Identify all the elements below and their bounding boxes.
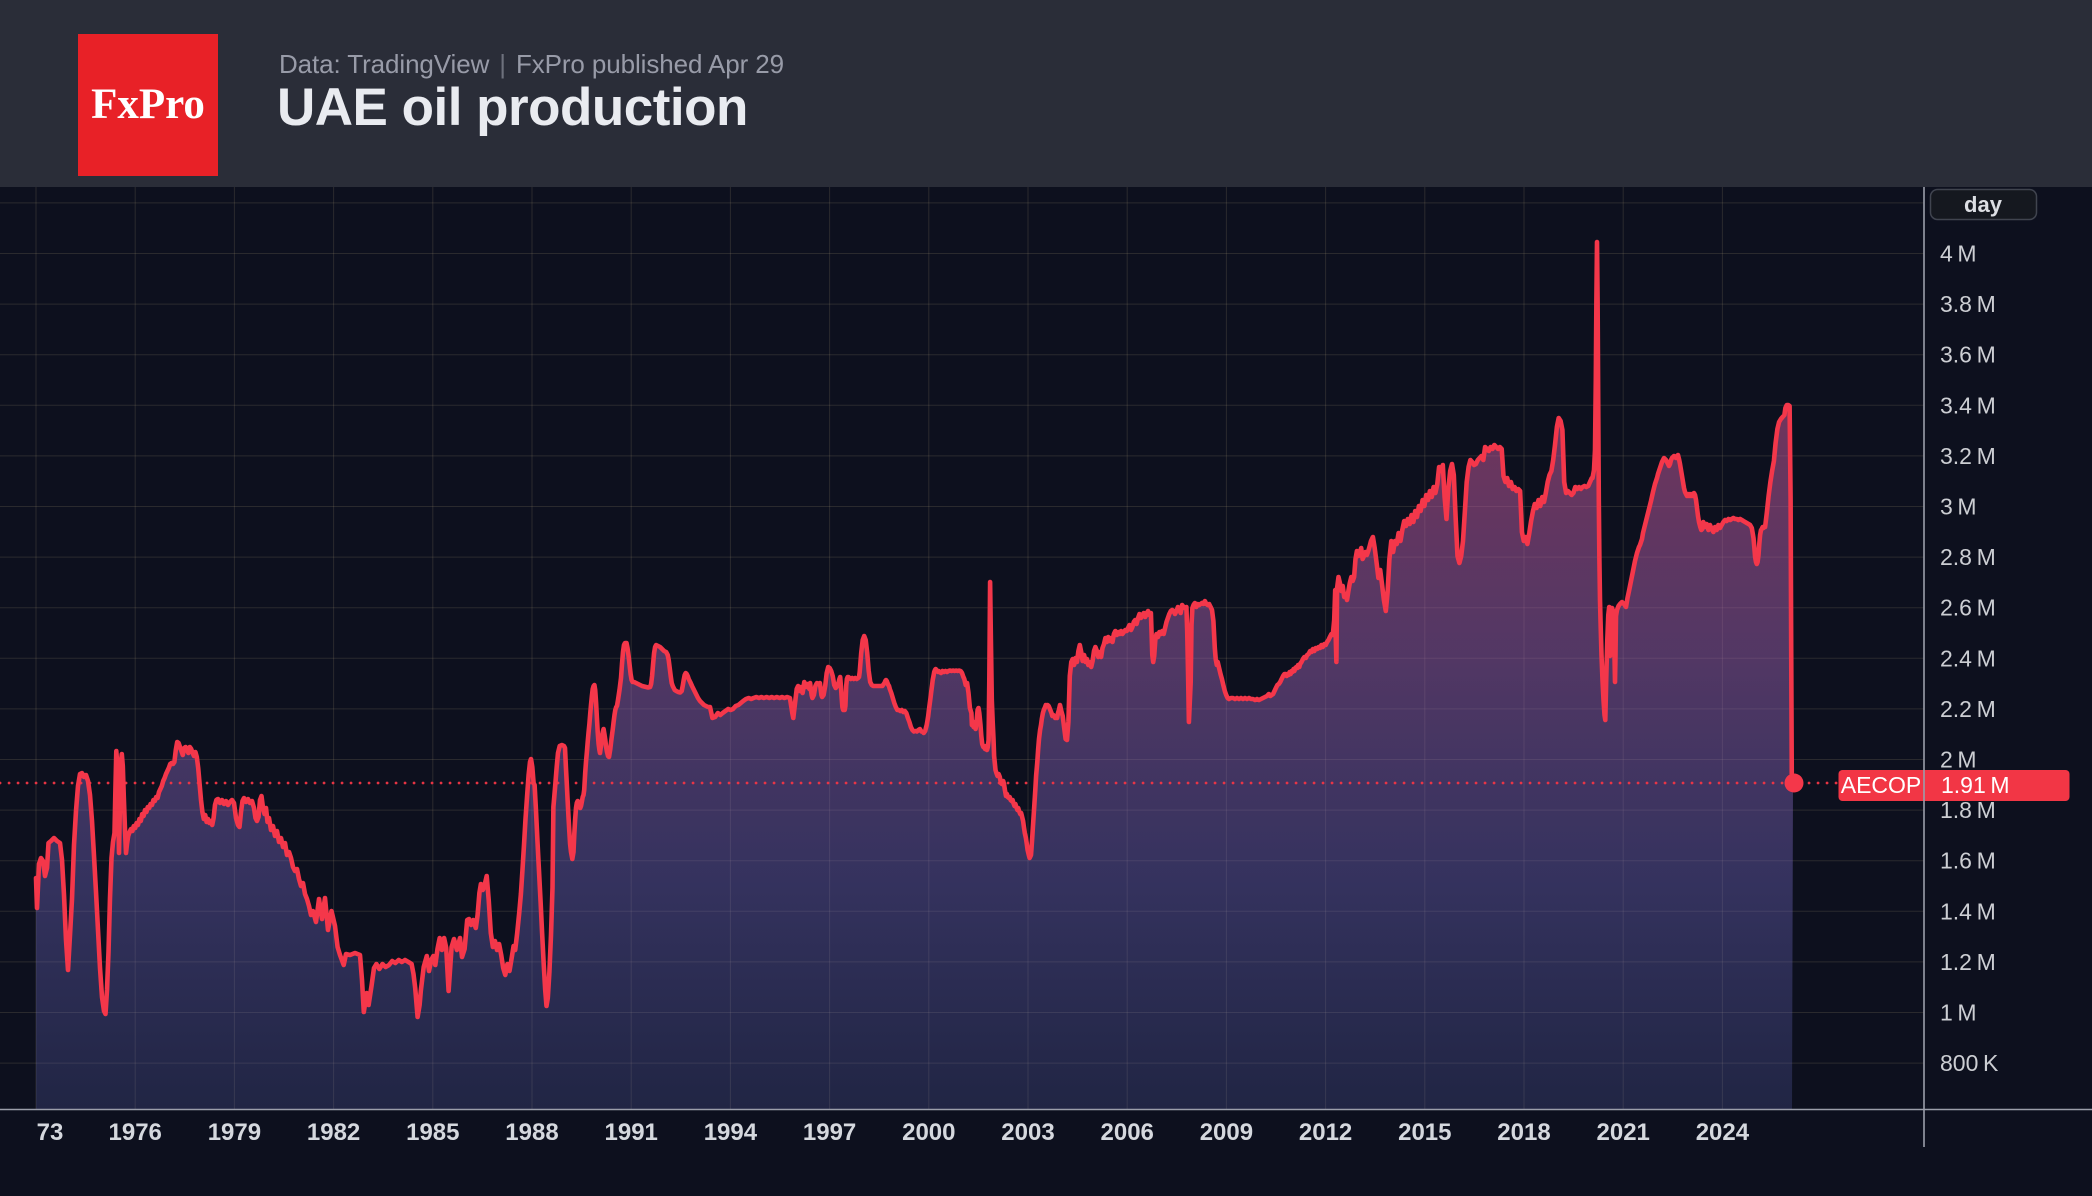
svg-text:2003: 2003 <box>1001 1119 1054 1146</box>
svg-text:2021: 2021 <box>1597 1119 1650 1146</box>
svg-text:1994: 1994 <box>704 1119 758 1146</box>
svg-text:1982: 1982 <box>307 1119 360 1146</box>
svg-text:1.2 M: 1.2 M <box>1940 949 1996 975</box>
svg-text:2.2 M: 2.2 M <box>1940 696 1996 722</box>
svg-text:2 M: 2 M <box>1940 747 1977 773</box>
svg-text:3 M: 3 M <box>1940 494 1977 520</box>
svg-text:800 K: 800 K <box>1940 1050 1999 1076</box>
svg-text:1985: 1985 <box>406 1119 459 1146</box>
svg-text:2.4 M: 2.4 M <box>1940 645 1996 671</box>
svg-text:2000: 2000 <box>902 1119 955 1146</box>
svg-text:1.4 M: 1.4 M <box>1940 898 1996 924</box>
svg-text:73: 73 <box>37 1119 64 1146</box>
svg-text:3.6 M: 3.6 M <box>1940 342 1996 368</box>
svg-text:3.8 M: 3.8 M <box>1940 291 1996 317</box>
svg-text:2.8 M: 2.8 M <box>1940 544 1996 570</box>
svg-text:1976: 1976 <box>109 1119 162 1146</box>
svg-text:1997: 1997 <box>803 1119 856 1146</box>
svg-text:2012: 2012 <box>1299 1119 1352 1146</box>
svg-text:1979: 1979 <box>208 1119 261 1146</box>
svg-text:1.91 M: 1.91 M <box>1941 772 2010 798</box>
svg-text:3.2 M: 3.2 M <box>1940 443 1996 469</box>
svg-text:2015: 2015 <box>1398 1119 1451 1146</box>
svg-text:1 M: 1 M <box>1940 1000 1977 1026</box>
svg-text:AECOP: AECOP <box>1841 772 1922 798</box>
svg-text:2009: 2009 <box>1200 1119 1253 1146</box>
svg-text:1.8 M: 1.8 M <box>1940 797 1996 823</box>
svg-text:4 M: 4 M <box>1940 241 1977 267</box>
svg-text:2.6 M: 2.6 M <box>1940 595 1996 621</box>
svg-text:2006: 2006 <box>1101 1119 1154 1146</box>
svg-text:2024: 2024 <box>1696 1119 1750 1146</box>
svg-text:1991: 1991 <box>605 1119 658 1146</box>
svg-text:day: day <box>1964 192 2003 217</box>
svg-text:1988: 1988 <box>505 1119 558 1146</box>
svg-text:1.6 M: 1.6 M <box>1940 848 1996 874</box>
svg-text:3.4 M: 3.4 M <box>1940 392 1996 418</box>
svg-text:2018: 2018 <box>1497 1119 1550 1146</box>
